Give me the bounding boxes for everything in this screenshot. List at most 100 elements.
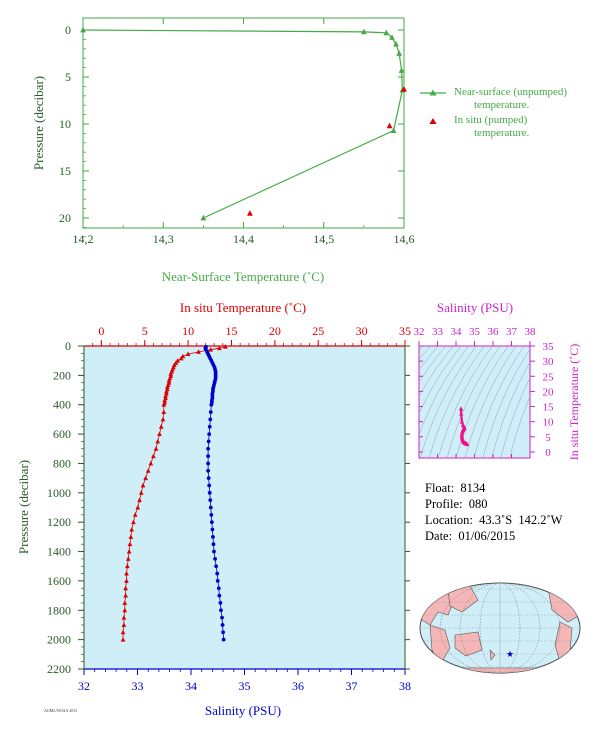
density-contour (419, 346, 454, 398)
inset-y-tick-label: 10 (543, 417, 555, 429)
salinity-tick-label: 33 (132, 679, 144, 693)
top-series-layer (80, 26, 407, 221)
near-surface-point (80, 26, 86, 33)
inset-series-layer (458, 406, 470, 447)
pressure-tick-label: 1600 (47, 574, 71, 588)
temperature-tick-label: 0 (98, 324, 104, 338)
main-plot-background (84, 346, 405, 669)
inset-y-tick-label: 5 (545, 432, 551, 444)
salinity-point (207, 432, 212, 436)
inset-y-tick-label: 0 (545, 447, 551, 459)
salinity-point (207, 483, 212, 488)
temperature-point (122, 607, 128, 613)
temperature-point (158, 424, 164, 429)
temperature-point (123, 585, 128, 591)
inset-temperature-axis: 0 5 10 15 20 25 30 35 (419, 341, 554, 459)
star-icon: ★ (506, 649, 514, 659)
temperature-tick-label: 25 (312, 324, 324, 338)
temperature-tick-label: 30 (356, 324, 368, 338)
density-contour (428, 346, 485, 458)
salinity-point (206, 446, 211, 451)
salinity-point (208, 498, 213, 503)
near-surface-line (82, 29, 403, 219)
top-chart-legend: Near-surface (unpumped) temperature. In … (420, 86, 567, 140)
inset-x-tick-label: 32 (414, 326, 425, 338)
inset-x-tick-label: 36 (488, 326, 500, 338)
legend-line-marker (429, 89, 437, 96)
float-id: Float: 8134 (425, 481, 486, 495)
pressure-tick-label: 1200 (47, 515, 71, 529)
density-contour (420, 346, 477, 458)
float-info: Float: 8134 Profile: 080 Location: 43.3˚… (425, 480, 562, 544)
inset-plot-frame (418, 345, 531, 459)
top-y-axis: 0 5 10 15 20 (59, 23, 404, 238)
salinity-point (207, 424, 212, 429)
salinity-point (206, 476, 211, 481)
top-y-tick-label: 15 (59, 164, 71, 178)
temperature-point (217, 345, 222, 351)
inset-y-tick-label: 20 (543, 386, 555, 398)
inset-x-tick-label: 34 (451, 326, 463, 338)
top-plot-frame (82, 17, 405, 229)
temperature-point (124, 570, 129, 576)
inset-top-axis-label: Salinity (PSU) (437, 300, 513, 315)
salinity-point (209, 520, 214, 525)
density-contours (419, 346, 530, 458)
pressure-tick-label: 1800 (47, 603, 71, 617)
temperature-tick-label: 35 (399, 324, 411, 338)
near-surface-point (396, 50, 403, 56)
near-surface-point (360, 28, 367, 35)
inset-y-tick-label: 15 (543, 402, 555, 414)
density-contour (446, 346, 501, 458)
salinity-point (208, 417, 213, 422)
ts-point (459, 430, 465, 435)
temperature-point (161, 402, 167, 407)
temperature-point (127, 541, 133, 547)
main-y-axis-label: Pressure (decibar) (16, 460, 31, 554)
salinity-tick-label: 37 (346, 679, 358, 693)
pressure-tick-label: 800 (53, 456, 71, 470)
pressure-tick-label: 200 (53, 368, 71, 382)
legend-entry-near-surface: Near-surface (unpumped) temperature. (420, 86, 567, 112)
credit-text: AOML/NOAA 2015 (44, 708, 78, 713)
ts-point (459, 419, 465, 424)
temperature-point (120, 637, 126, 642)
density-contour (419, 346, 462, 415)
temperature-point (121, 622, 127, 627)
salinity-point (206, 468, 211, 473)
salinity-point (211, 534, 215, 539)
temperature-point (185, 351, 191, 357)
salinity-point (220, 623, 225, 627)
map-meridian (479, 583, 521, 673)
density-contour (473, 346, 525, 458)
temperature-point (223, 344, 228, 349)
temperature-point (124, 578, 129, 583)
pressure-tick-label: 1400 (47, 545, 71, 559)
salinity-point (215, 579, 220, 583)
density-contour (482, 348, 530, 458)
temperature-point (138, 490, 144, 495)
temperature-point (157, 431, 162, 437)
inset-right-axis-label: In situ Temperature (˚C) (567, 344, 581, 461)
salinity-point (221, 630, 226, 635)
top-y-tick-label: 5 (65, 70, 71, 84)
salinity-point (207, 490, 212, 495)
legend-point-marker (429, 118, 437, 124)
temperature-point (140, 482, 146, 488)
pressure-tick-label: 400 (53, 398, 71, 412)
temperature-point (125, 556, 131, 561)
ts-point (465, 441, 470, 447)
inset-x-tick-label: 37 (506, 326, 518, 338)
density-contour (419, 346, 447, 383)
pressure-tick-label: 600 (53, 427, 71, 441)
top-x-tick-label: 14,5 (313, 232, 334, 246)
salinity-point (221, 637, 226, 642)
profile-series-layer (120, 344, 228, 642)
ts-point (458, 406, 464, 411)
near-surface-chart: 14,2 14,3 14,4 14,5 14,6 0 5 10 15 20 Near-Surfa… (31, 17, 446, 284)
location: Location: 43.3˚S 142.2˚W (425, 513, 563, 527)
temperature-axis-label: In situ Temperature (˚C) (180, 300, 306, 315)
density-contour (419, 346, 431, 361)
salinity-point (217, 593, 222, 598)
